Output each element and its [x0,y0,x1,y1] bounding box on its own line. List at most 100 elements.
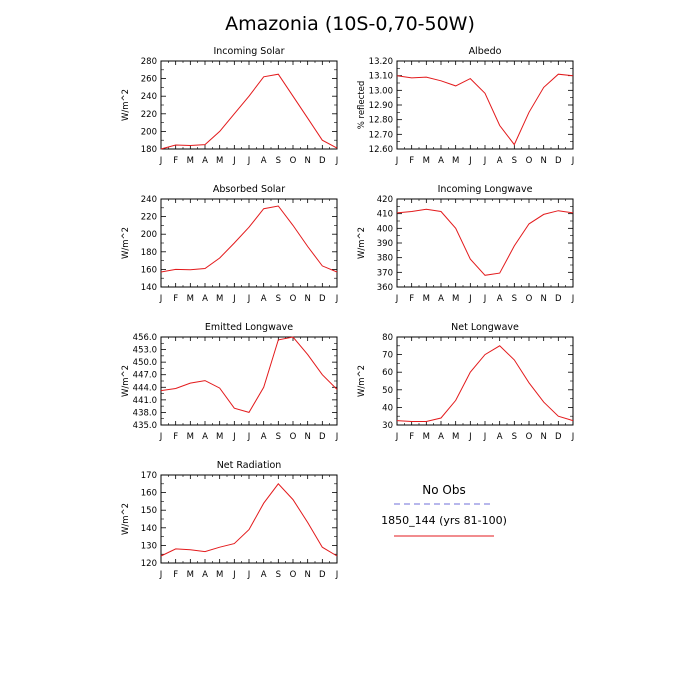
x-tick-label: J [335,294,339,304]
x-tick-label: J [468,156,472,166]
y-tick-label: 13.10 [369,72,393,82]
x-tick-label: M [423,294,430,304]
x-tick-label: A [497,432,503,442]
series-line-1 [160,483,338,557]
y-tick-label: 200 [141,230,157,240]
x-tick-label: O [290,570,297,580]
panel-title: Absorbed Solar [213,184,285,195]
y-tick-label: 160 [141,489,157,499]
y-tick-label: 13.20 [369,57,393,67]
y-tick-label: 380 [377,254,393,264]
x-tick-label: J [395,432,399,442]
plot-frame [396,336,574,426]
y-tick-label: 410 [377,210,393,220]
x-tick-label: J [232,570,236,580]
x-tick-label: S [276,570,281,580]
x-tick-label: A [438,156,444,166]
y-tick-label: 280 [141,57,157,67]
x-tick-label: A [202,294,208,304]
y-tick-label: 450.0 [133,358,157,368]
y-tick-label: 400 [377,224,393,234]
y-axis-label: W/m^2 [121,503,131,535]
panel-title: Net Longwave [451,322,519,333]
x-tick-label: O [526,432,533,442]
y-tick-label: 60 [382,368,393,378]
panel-title: Incoming Solar [213,46,284,57]
y-tick-label: 40 [382,403,393,413]
x-tick-label: J [335,156,339,166]
legend: No Obs 1850_144 (yrs 81-100) [381,483,507,537]
x-tick-label: M [216,156,223,166]
x-tick-label: S [512,294,517,304]
x-tick-label: O [290,432,297,442]
x-tick-label: J [247,156,251,166]
x-tick-label: N [540,294,546,304]
x-tick-label: J [395,156,399,166]
y-tick-label: 447.0 [133,371,157,381]
plot-frame [396,198,574,288]
x-tick-label: S [512,156,517,166]
y-tick-label: 453.0 [133,346,157,356]
panel-title: Incoming Longwave [438,184,533,195]
x-tick-label: J [483,156,487,166]
x-tick-label: A [261,432,267,442]
x-tick-label: J [335,432,339,442]
x-tick-label: N [304,156,310,166]
y-tick-label: 220 [141,213,157,223]
legend-label-model: 1850_144 (yrs 81-100) [381,514,507,527]
x-tick-label: O [290,294,297,304]
series-line-1 [160,205,338,273]
x-tick-label: D [555,156,562,166]
plot-frame [396,60,574,150]
x-tick-label: J [571,156,575,166]
y-axis-label: W/m^2 [357,227,367,259]
x-tick-label: A [261,570,267,580]
x-tick-label: A [438,432,444,442]
x-tick-label: O [290,156,297,166]
y-tick-label: 240 [141,92,157,102]
x-tick-label: M [423,156,430,166]
y-tick-label: 70 [382,351,393,361]
x-tick-label: J [571,294,575,304]
y-tick-label: 420 [377,195,393,205]
y-tick-label: 160 [141,265,157,275]
panel-title: Net Radiation [217,460,282,471]
x-tick-label: N [540,156,546,166]
x-tick-label: J [483,294,487,304]
x-tick-label: N [304,570,310,580]
y-tick-label: 200 [141,127,157,137]
x-tick-label: M [187,570,194,580]
y-tick-label: 80 [382,333,393,343]
x-tick-label: O [526,156,533,166]
x-tick-label: J [483,432,487,442]
y-tick-label: 360 [377,283,393,293]
x-tick-label: A [202,156,208,166]
y-tick-label: 390 [377,239,393,249]
y-tick-label: 50 [382,386,393,396]
y-tick-label: 140 [141,524,157,534]
x-tick-label: F [409,432,414,442]
panel-title: Albedo [469,46,502,57]
x-tick-label: D [319,156,326,166]
y-tick-label: 12.60 [369,145,393,155]
y-axis-label: W/m^2 [121,89,131,121]
y-tick-label: 130 [141,541,157,551]
y-tick-label: 180 [141,145,157,155]
x-tick-label: D [319,570,326,580]
y-tick-label: 240 [141,195,157,205]
y-tick-label: 140 [141,283,157,293]
y-tick-label: 435.0 [133,421,157,431]
x-tick-label: J [571,432,575,442]
x-tick-label: J [247,294,251,304]
x-tick-label: A [261,156,267,166]
x-tick-label: D [555,294,562,304]
x-tick-label: F [409,294,414,304]
y-tick-label: 13.00 [369,86,393,96]
series-line-1 [160,73,338,150]
y-tick-label: 370 [377,268,393,278]
x-tick-label: A [202,570,208,580]
